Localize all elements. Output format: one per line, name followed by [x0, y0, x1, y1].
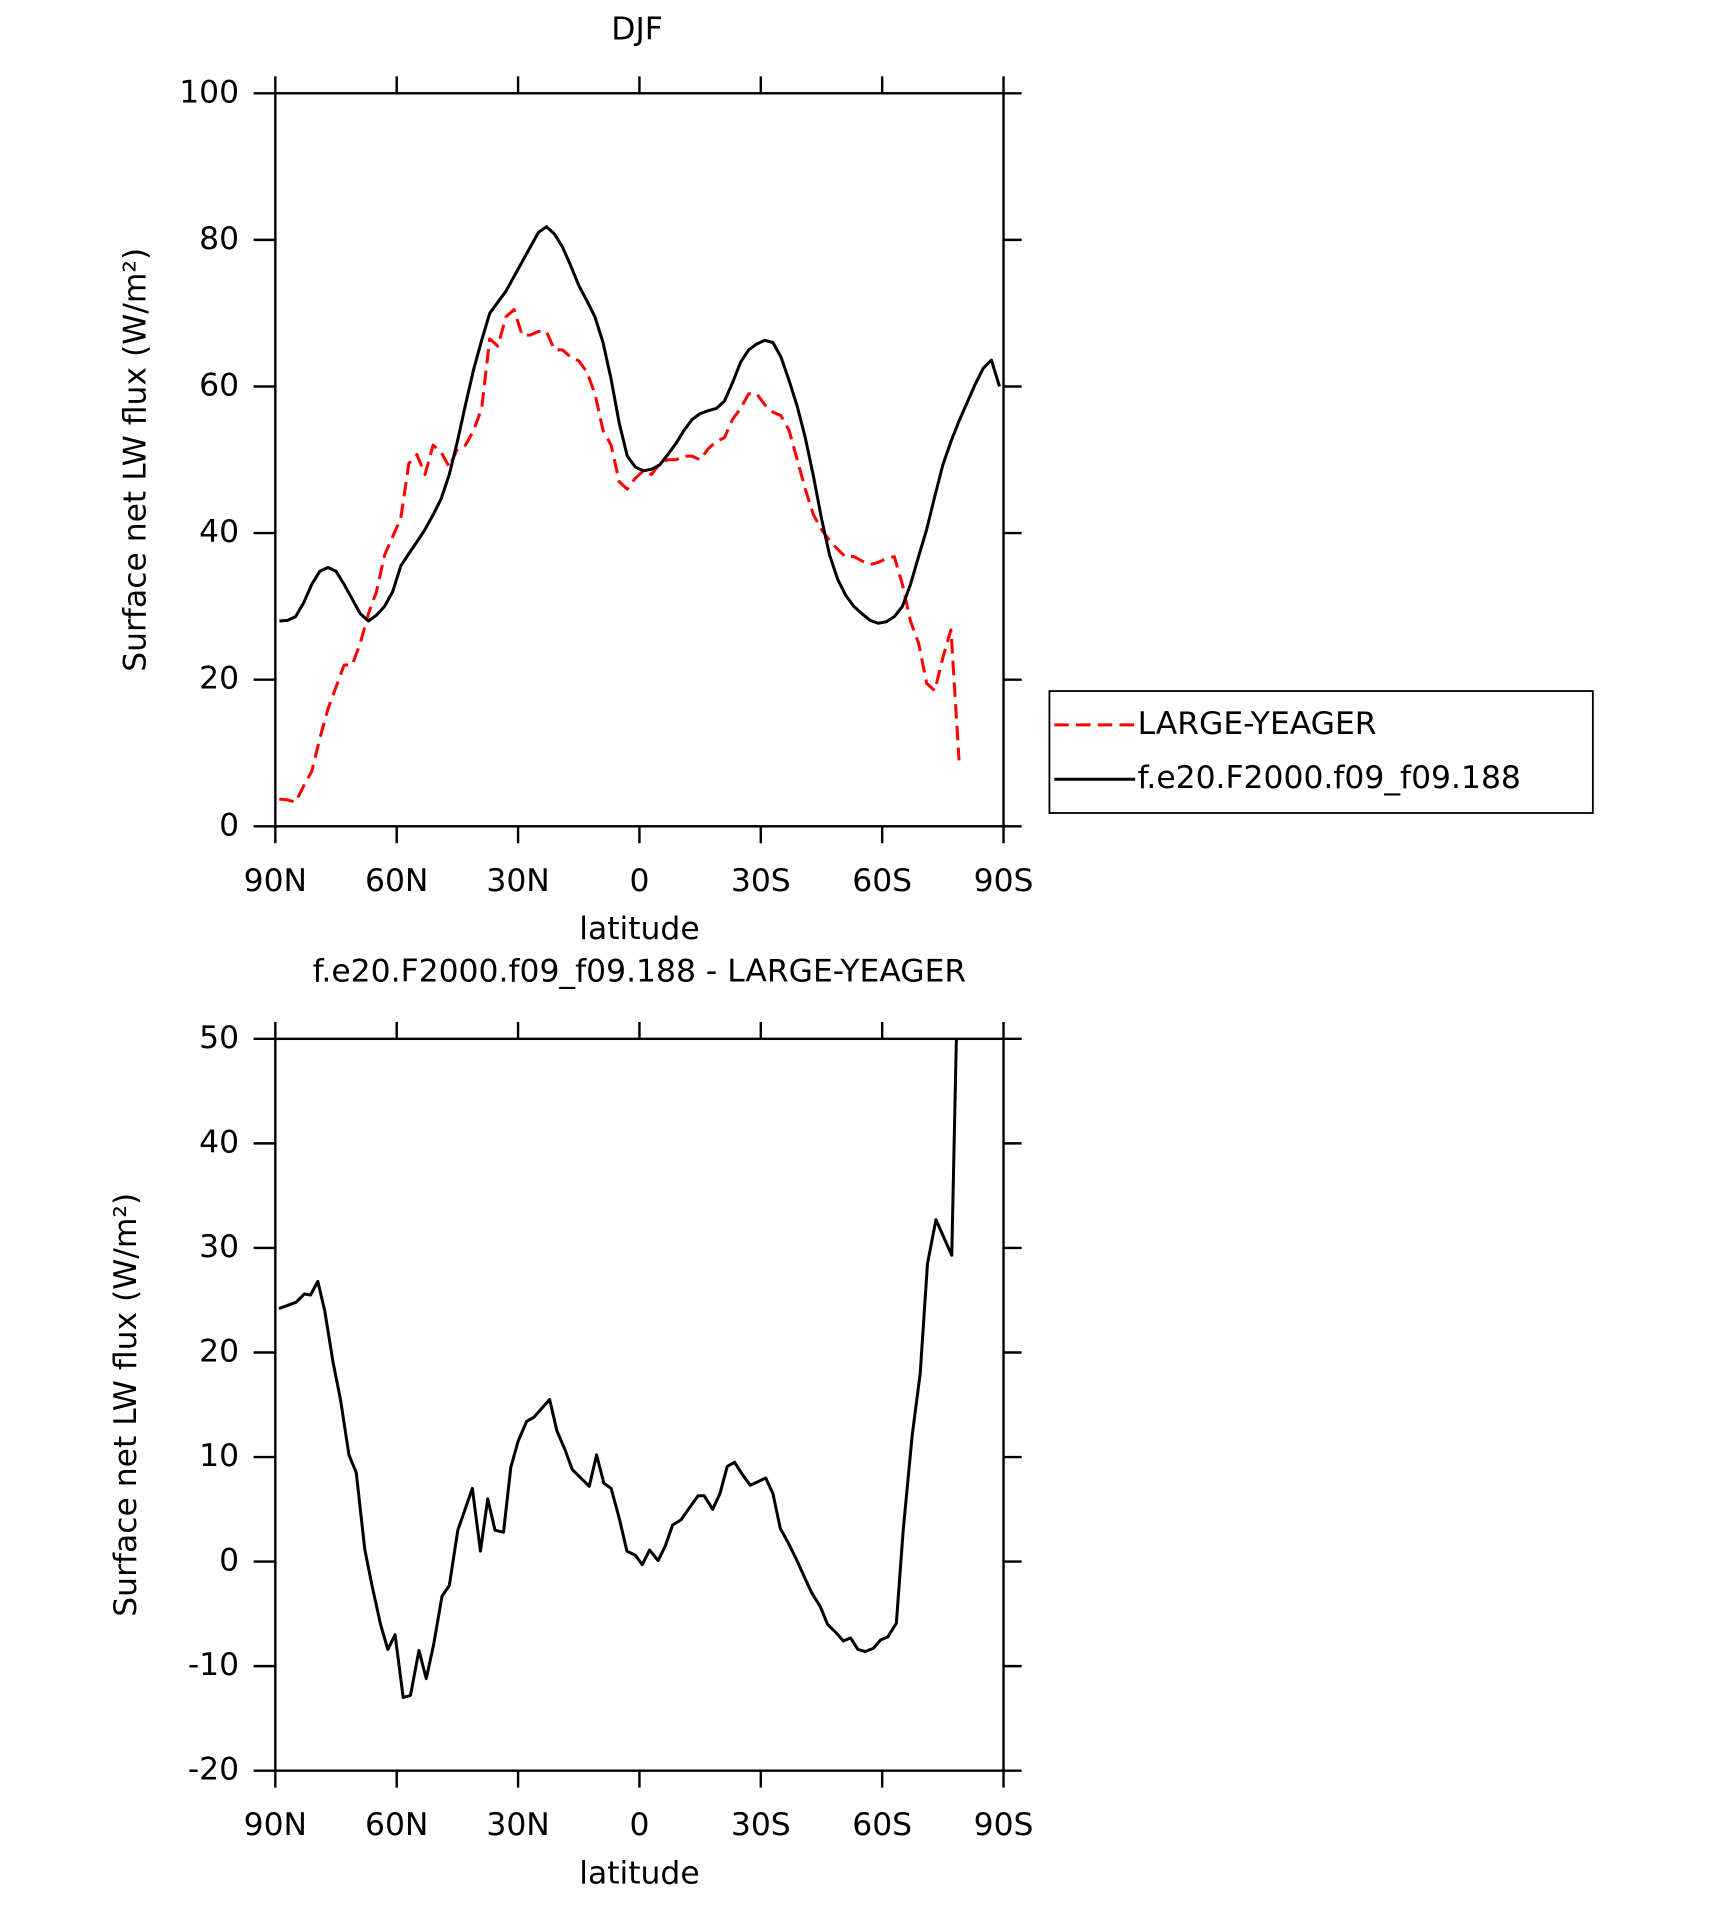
- y-tick-label: 60: [199, 367, 239, 403]
- y-axis-label: Surface net LW flux (W/m²): [108, 1193, 144, 1617]
- y-tick-label: 0: [219, 1543, 239, 1579]
- x-tick-label: 60N: [365, 863, 428, 899]
- y-tick-label: 20: [199, 661, 239, 697]
- x-tick-label: 90S: [974, 1807, 1034, 1843]
- legend-label: f.e20.F2000.f09_f09.188: [1138, 760, 1521, 796]
- plot-frame: [274, 1037, 1005, 1772]
- data-line: [278, 1038, 958, 1699]
- y-axis-label: Surface net LW flux (W/m²): [117, 248, 153, 672]
- legend-box: [1048, 690, 1594, 814]
- x-axis-label: latitude: [579, 911, 699, 947]
- x-tick-label: 0: [629, 1807, 649, 1843]
- chart-title: f.e20.F2000.f09_f09.188 - LARGE-YEAGER: [313, 953, 967, 989]
- y-tick-label: 0: [219, 807, 239, 843]
- y-tick-label: -20: [188, 1752, 239, 1788]
- x-tick-label: 30S: [731, 1807, 791, 1843]
- y-tick-label: -10: [188, 1647, 239, 1683]
- x-tick-label: 30N: [486, 863, 549, 899]
- y-tick-label: 30: [199, 1229, 239, 1265]
- x-tick-label: 0: [629, 863, 649, 899]
- x-tick-label: 60S: [852, 863, 912, 899]
- y-tick-label: 20: [199, 1333, 239, 1369]
- x-tick-label: 30N: [486, 1807, 549, 1843]
- y-tick-label: 50: [199, 1020, 239, 1056]
- x-tick-label: 90S: [974, 863, 1034, 899]
- x-tick-label: 60N: [365, 1807, 428, 1843]
- chart-title: DJF: [611, 11, 662, 47]
- plot-frame: [274, 92, 1005, 828]
- x-tick-label: 90N: [244, 863, 307, 899]
- data-line: [279, 308, 961, 804]
- y-tick-label: 100: [179, 74, 239, 110]
- x-tick-label: 90N: [244, 1807, 307, 1843]
- x-tick-label: 60S: [852, 1807, 912, 1843]
- x-tick-label: 30S: [731, 863, 791, 899]
- y-tick-label: 80: [199, 221, 239, 257]
- y-tick-label: 40: [199, 1124, 239, 1160]
- y-tick-label: 40: [199, 514, 239, 550]
- data-line: [279, 225, 1001, 625]
- legend-label: LARGE-YEAGER: [1138, 706, 1377, 742]
- y-tick-label: 10: [199, 1438, 239, 1474]
- x-axis-label: latitude: [579, 1856, 699, 1892]
